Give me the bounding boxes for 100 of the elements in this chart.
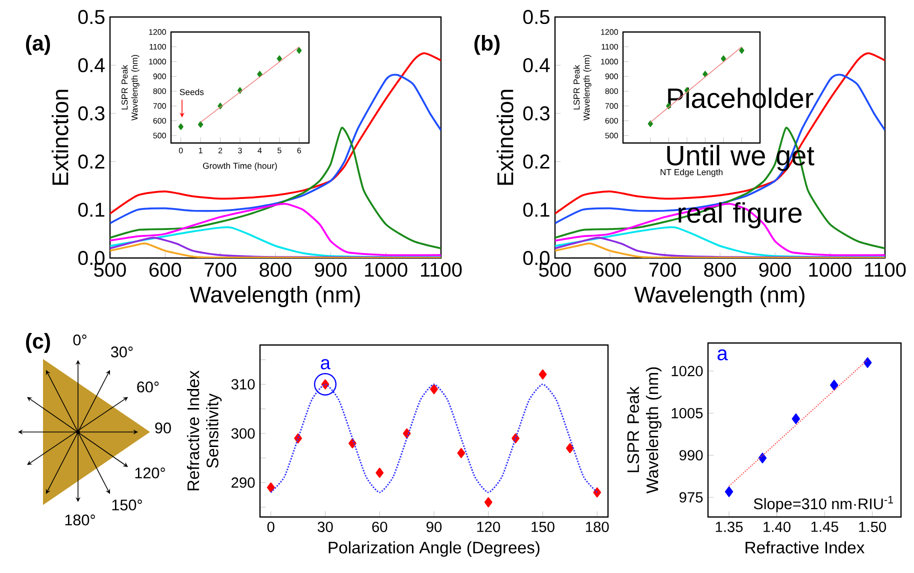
y-tick-label: 310 <box>231 379 255 390</box>
text: (b) <box>474 35 500 55</box>
point <box>720 55 726 62</box>
point <box>648 120 653 128</box>
x-tick-label: 900 <box>314 262 347 277</box>
x-tick-label: 0 <box>178 148 183 154</box>
y-tick-label: 900 <box>605 74 618 80</box>
annotation: Seeds <box>180 88 204 96</box>
y-tick-label: 0.0 <box>523 250 550 266</box>
y-tick-label: 975 <box>680 492 703 503</box>
y-tick-label: 0.1 <box>523 202 550 217</box>
line-series <box>555 126 885 250</box>
y-tick-label: 0.5 <box>78 10 104 24</box>
point <box>792 413 800 424</box>
x-tick-label: 60 <box>372 522 388 532</box>
point <box>198 121 204 128</box>
point <box>863 357 872 368</box>
x-tick-label: 500 <box>94 262 126 277</box>
y-axis-title: LSPR Peak Wavelength (nm) <box>626 367 662 494</box>
point <box>296 47 302 54</box>
y-tick-label: 700 <box>153 103 166 109</box>
y-tick-label: 600 <box>605 118 618 124</box>
x-tick-label: 900 <box>759 262 791 277</box>
point <box>178 123 184 130</box>
point <box>566 443 574 454</box>
x-tick-label: 5 <box>278 148 282 154</box>
x-tick-label: 1100 <box>421 262 462 277</box>
x-tick-label: 3 <box>238 148 242 154</box>
annotation: a <box>320 359 330 370</box>
text: 180° <box>65 514 95 526</box>
x-tick-label: 4 <box>258 148 262 154</box>
y-axis-title: Extinction <box>52 90 68 185</box>
x-tick-label: 90 <box>426 522 442 532</box>
text: (a) <box>26 35 50 55</box>
x-tick-label: 800 <box>704 262 736 277</box>
x-tick-label: 700 <box>204 262 236 277</box>
x-axis-title: Growth Time (hour) <box>203 162 277 171</box>
text: (c) <box>26 333 50 353</box>
point <box>593 487 602 498</box>
x-tick-label: 120 <box>477 522 500 532</box>
x-tick-label: 150 <box>532 522 554 532</box>
y-axis-title: Refractive Index Sensitivity <box>186 370 222 490</box>
x-tick-label: 1.40 <box>764 522 790 532</box>
y-tick-label: 290 <box>232 477 255 488</box>
point <box>830 380 838 390</box>
y-tick-label: 500 <box>153 132 166 138</box>
y-tick-label: 1000 <box>601 58 618 64</box>
y-tick-label: 1200 <box>601 29 618 35</box>
y-tick-label: 1100 <box>602 44 618 50</box>
x-tick-label: 1.50 <box>859 522 886 532</box>
y-tick-label: 990 <box>680 450 703 460</box>
x-tick-label: 6 <box>297 148 302 154</box>
point <box>376 468 384 478</box>
text: 150° <box>112 500 142 510</box>
point <box>276 55 282 62</box>
y-tick-label: 1005 <box>672 408 703 418</box>
y-tick-label: 700 <box>605 103 618 109</box>
point <box>538 369 547 380</box>
y-tick-label: 0.3 <box>523 106 550 120</box>
x-tick-label: 1 <box>198 148 202 154</box>
x-axis-title: Wavelength (nm) <box>634 286 804 308</box>
x-axis-title: Polarization Angle (Degrees) <box>328 541 540 557</box>
y-tick-label: 0.4 <box>523 58 550 72</box>
point <box>702 70 708 78</box>
x-tick-label: 800 <box>260 262 292 277</box>
y-axis-title: Extinction <box>496 90 514 185</box>
line-series <box>110 52 441 215</box>
point <box>758 452 767 464</box>
x-tick-label: 1000 <box>809 262 852 277</box>
text: 120° <box>135 468 165 478</box>
point <box>257 70 262 78</box>
y-tick-label: 1100 <box>150 44 166 50</box>
x-tick-label: 180 <box>586 522 609 532</box>
y-tick-label: 0.4 <box>78 58 105 72</box>
y-tick-label: 0.2 <box>523 154 550 169</box>
point <box>457 448 466 458</box>
y-tick-label: 500 <box>605 132 618 138</box>
text: 90 <box>155 422 171 434</box>
point <box>266 482 275 492</box>
x-tick-label: 2 <box>218 148 222 154</box>
text: 30° <box>111 346 133 358</box>
y-tick-label: 1000 <box>149 58 166 64</box>
y-axis-title: LSPR Peak Wavelength (nm) <box>121 54 140 121</box>
point <box>484 497 492 508</box>
y-tick-label: 0.3 <box>78 106 104 120</box>
annotation: a <box>718 349 728 360</box>
y-tick-label: 900 <box>153 74 166 80</box>
point <box>430 384 438 394</box>
y-tick-label: 1020 <box>672 366 703 376</box>
x-axis-title: Wavelength (nm) <box>190 286 360 308</box>
text: 0° <box>73 334 86 346</box>
line-series <box>110 126 441 250</box>
x-tick-label: 700 <box>649 262 681 277</box>
x-tick-label: 30 <box>318 522 333 532</box>
y-tick-label: 800 <box>605 88 618 94</box>
y-tick-label: 0.2 <box>78 154 104 169</box>
y-tick-label: 0.0 <box>78 250 104 266</box>
y-tick-label: 0.1 <box>78 202 104 217</box>
point <box>739 47 744 54</box>
annotation: Slope=310 nm·RIU$^{-1}$ <box>754 496 894 512</box>
